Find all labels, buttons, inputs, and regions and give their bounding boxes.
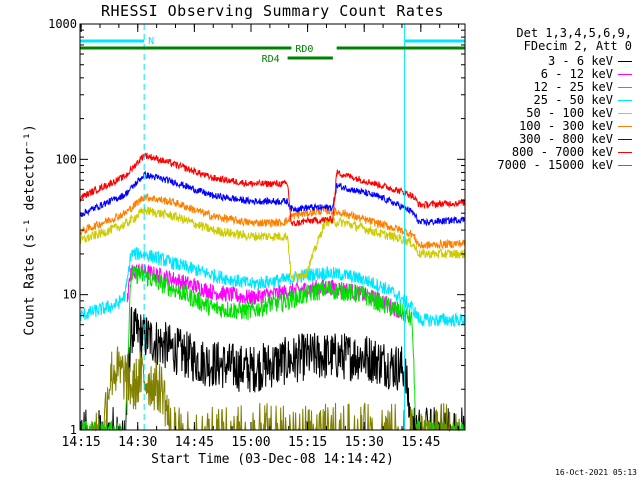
legend-swatch (618, 126, 632, 127)
legend-label: 50 - 100 keV (526, 106, 613, 120)
legend-entry: 50 - 100 keV (497, 107, 632, 120)
y-tick-label: 100 (55, 152, 77, 166)
legend-swatch (618, 87, 632, 88)
legend-label: 7000 - 15000 keV (497, 158, 613, 172)
legend-entry: 7000 - 15000 keV (497, 159, 632, 172)
x-tick-label: 15:30 (345, 435, 384, 450)
legend-entry: 800 - 7000 keV (497, 146, 632, 159)
series-3-6-kev (79, 306, 465, 432)
legend-label: 6 - 12 keV (540, 67, 613, 81)
timestamp: 16-Oct-2021 05:13 (555, 468, 637, 477)
series-layer (79, 152, 466, 432)
legend-swatch (618, 100, 632, 101)
legend-label: 100 - 300 keV (519, 119, 613, 133)
legend-swatch (618, 152, 632, 153)
legend-label: 25 - 50 keV (533, 93, 613, 107)
legend-label: 12 - 25 keV (533, 80, 613, 94)
legend-entry: 12 - 25 keV (497, 81, 632, 94)
series-100-300-kev (79, 193, 466, 250)
series-300-800-kev (79, 170, 466, 227)
legend-entry: 300 - 800 keV (497, 133, 632, 146)
series-50-100-kev (79, 206, 466, 282)
legend-swatch (618, 61, 632, 62)
legend-entry: 3 - 6 keV (497, 55, 632, 68)
legend-swatch (618, 165, 632, 166)
legend-swatch (618, 113, 632, 114)
legend-entry: 100 - 300 keV (497, 120, 632, 133)
legend-label: 3 - 6 keV (547, 54, 613, 68)
legend: 3 - 6 keV 6 - 12 keV 12 - 25 keV 25 - 50 ke… (497, 55, 632, 172)
x-tick-label: 15:45 (401, 435, 440, 450)
flag-label-n: N (148, 36, 154, 47)
series-25-50-kev (79, 247, 466, 327)
flag-label-rd0: RD0 (295, 44, 313, 55)
legend-entry: 25 - 50 keV (497, 94, 632, 107)
legend-entry: 6 - 12 keV (497, 68, 632, 81)
axis-layer: 1 10 100 1000 14:15 14:30 14:45 15:00 15:15 15:30… (48, 17, 466, 450)
plot-frame (79, 23, 466, 431)
x-tick-label: 15:00 (231, 435, 270, 450)
x-axis-label: Start Time (03-Dec-08 14:14:42) (151, 452, 394, 467)
flag-layer: N RD0 RD4 (80, 24, 466, 430)
y-axis-label: Count Rate (s⁻¹ detector⁻¹) (22, 124, 38, 336)
y-tick-label: 1000 (48, 17, 77, 31)
flag-label-rd4: RD4 (262, 54, 280, 65)
y-tick-label: 1 (70, 423, 77, 437)
x-tick-label: 14:30 (118, 435, 157, 450)
x-tick-label: 14:45 (175, 435, 214, 450)
header-line-detectors: Det 1,3,4,5,6,9, (516, 26, 632, 40)
y-tick-label: 10 (63, 288, 77, 302)
legend-label: 800 - 7000 keV (511, 145, 613, 159)
x-tick-label: 14:15 (62, 435, 101, 450)
header-line-fdecim: FDecim 2, Att 0 (523, 39, 632, 53)
chart-title: RHESSI Observing Summary Count Rates (100, 2, 445, 20)
legend-swatch (618, 139, 632, 140)
x-tick-label: 15:15 (288, 435, 327, 450)
legend-swatch (618, 74, 632, 75)
legend-label: 300 - 800 keV (519, 132, 613, 146)
